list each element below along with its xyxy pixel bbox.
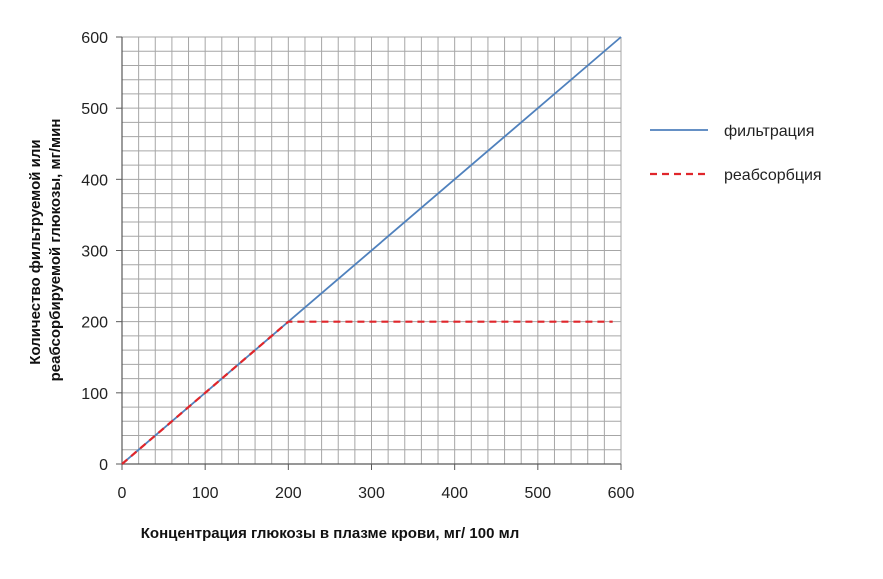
legend-label-1: фильтрация <box>724 123 814 140</box>
legend-label-2: реабсорбция <box>724 167 822 184</box>
x-tick-label: 100 <box>192 485 219 502</box>
y-tick-label: 600 <box>81 30 108 47</box>
y-tick-label: 500 <box>81 101 108 118</box>
x-tick-label: 500 <box>524 485 551 502</box>
x-tick-label: 200 <box>275 485 302 502</box>
tick-labels: 0 100 200 300 400 500 600 0 100 200 300 400 500 600 <box>81 30 634 502</box>
grid <box>121 36 622 465</box>
series-line-2 <box>121 320 613 465</box>
y-tick-label: 300 <box>81 244 108 261</box>
x-tick-label: 300 <box>358 485 385 502</box>
x-tick-label: 0 <box>118 485 127 502</box>
y-tick-label: 200 <box>81 315 108 332</box>
x-tick-label: 600 <box>608 485 635 502</box>
y-tick-label: 0 <box>99 457 108 474</box>
y-axis-title: Количество фильтруемой или реабсорбируем… <box>27 119 64 382</box>
y-tick-label: 400 <box>81 172 108 189</box>
x-tick-label: 400 <box>441 485 468 502</box>
series-lines <box>121 36 622 465</box>
legend: фильтрация реабсорбция <box>650 123 822 184</box>
axes <box>116 36 622 470</box>
x-axis-title: Концентрация глюкозы в плазме крови, мг/… <box>141 525 519 542</box>
y-axis-title-line-2: реабсорбируемой глюкозы, мг/мин <box>47 119 64 382</box>
y-axis-title-line-1: Количество фильтруемой или <box>27 139 44 364</box>
y-tick-label: 100 <box>81 386 108 403</box>
